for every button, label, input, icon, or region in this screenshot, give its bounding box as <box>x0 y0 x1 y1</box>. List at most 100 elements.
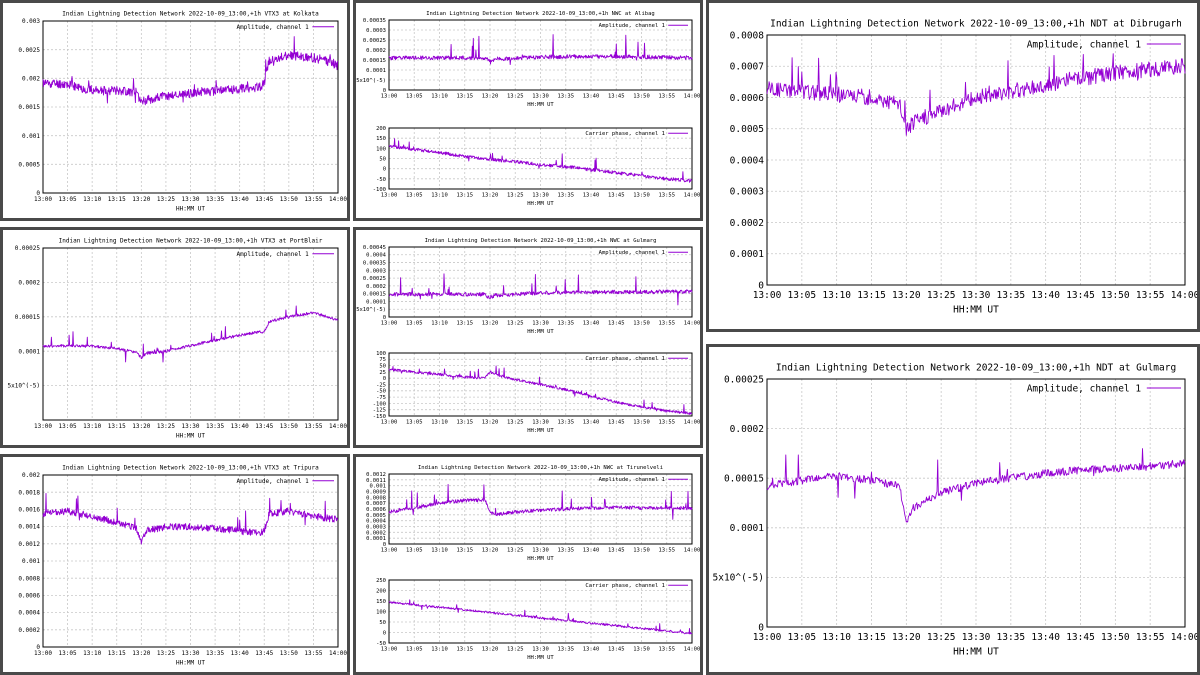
x-tick-label: 13:15 <box>456 419 473 425</box>
y-tick-label: 0.0005 <box>366 513 386 519</box>
y-tick-label: 0.0002 <box>366 284 386 290</box>
x-tick-label: 13:35 <box>206 196 224 203</box>
legend-label: Amplitude, channel 1 <box>1027 39 1142 50</box>
y-tick-label: 0.0014 <box>18 524 40 531</box>
x-tick-label: 13:35 <box>997 290 1026 301</box>
x-tick-label: 14:00 <box>684 646 700 652</box>
series-line <box>42 36 339 106</box>
x-tick-label: 13:50 <box>280 650 298 657</box>
chart-title: Indian Lightning Detection Network 2022-… <box>426 11 654 17</box>
x-tick-label: 13:00 <box>381 192 398 198</box>
x-tick-label: 13:45 <box>608 547 625 553</box>
x-tick-label: 13:35 <box>557 93 574 99</box>
y-tick-label: 0.0025 <box>18 47 40 54</box>
x-tick-label: 13:25 <box>507 93 524 99</box>
x-tick-label: 13:30 <box>532 547 549 553</box>
y-tick-label: 0 <box>758 622 764 633</box>
legend-label: Amplitude, channel 1 <box>599 23 665 29</box>
y-tick-label: 0.00015 <box>363 58 386 64</box>
y-tick-label: 0.00035 <box>363 18 386 24</box>
x-tick-label: 13:55 <box>304 650 322 657</box>
y-tick-label: 0 <box>383 88 386 94</box>
x-tick-label: 14:00 <box>1171 290 1197 301</box>
x-axis-label: HH:MM UT <box>953 305 999 316</box>
y-tick-label: -25 <box>376 382 386 388</box>
y-tick-label: 0.00035 <box>363 260 386 266</box>
x-axis-label: HH:MM UT <box>176 205 205 212</box>
x-tick-label: 13:55 <box>304 423 322 430</box>
legend-label: Amplitude, channel 1 <box>1027 383 1142 394</box>
y-tick-label: 0.0001 <box>366 299 386 305</box>
legend-label: Amplitude, channel 1 <box>237 478 310 485</box>
y-tick-label: 0.0006 <box>18 593 40 600</box>
x-tick-label: 13:30 <box>532 320 549 326</box>
y-tick-label: 0 <box>36 644 40 651</box>
y-tick-label: 0.001 <box>22 133 40 140</box>
x-tick-label: 13:40 <box>583 192 600 198</box>
legend-label: Carrier phase, channel 1 <box>585 131 664 137</box>
y-tick-label: 100 <box>376 609 386 615</box>
x-tick-label: 13:40 <box>1031 290 1060 301</box>
y-tick-label: 0.0008 <box>18 575 40 582</box>
x-axis-label: HH:MM UT <box>527 329 554 335</box>
x-tick-label: 13:55 <box>658 547 675 553</box>
chart-portblair: Indian Lightning Detection Network 2022-… <box>7 238 347 440</box>
series-line <box>766 448 1186 523</box>
x-tick-label: 13:00 <box>34 650 52 657</box>
y-tick-label: 0.002 <box>22 472 40 479</box>
legend-label: Amplitude, channel 1 <box>237 24 310 31</box>
x-tick-label: 13:30 <box>532 93 549 99</box>
x-tick-label: 13:40 <box>231 196 249 203</box>
x-tick-label: 13:50 <box>633 547 650 553</box>
chart-title: Indian Lightning Detection Network 2022-… <box>425 238 657 244</box>
y-tick-label: 0.0011 <box>366 478 386 484</box>
x-tick-label: 13:50 <box>633 192 650 198</box>
chart-tripura: Indian Lightning Detection Network 2022-… <box>18 465 347 667</box>
y-tick-label: 0.0002 <box>366 48 386 54</box>
plot-frame <box>388 127 693 190</box>
y-tick-label: 0.00025 <box>15 245 41 252</box>
y-tick-label: 0.00025 <box>724 374 764 385</box>
panel-gulmarg-nwc: Indian Lightning Detection Network 2022-… <box>353 227 703 448</box>
x-tick-label: 13:40 <box>583 419 600 425</box>
legend-label: Amplitude, channel 1 <box>237 251 310 258</box>
x-tick-label: 13:25 <box>927 632 956 643</box>
series-line <box>388 599 693 635</box>
x-tick-label: 13:20 <box>132 650 150 657</box>
chart-tirunelveli-amplitude: Indian Lightning Detection Network 2022-… <box>366 465 700 562</box>
x-tick-label: 13:00 <box>381 419 398 425</box>
plot-frame <box>766 34 1186 286</box>
y-tick-label: 0.0006 <box>366 507 386 513</box>
y-tick-label: 0.0012 <box>366 472 386 478</box>
y-tick-label: -125 <box>373 408 386 414</box>
plot-frame <box>388 19 693 91</box>
y-tick-label: 0 <box>383 630 386 636</box>
series-line <box>388 365 693 415</box>
y-tick-label: -50 <box>376 177 386 183</box>
x-axis-label: HH:MM UT <box>953 647 999 658</box>
x-tick-label: 13:45 <box>608 646 625 652</box>
y-tick-label: 0.0002 <box>18 280 40 287</box>
series-line <box>42 492 339 545</box>
plot-frame <box>388 246 693 318</box>
x-tick-label: 13:30 <box>532 646 549 652</box>
x-tick-label: 14:00 <box>329 423 347 430</box>
x-tick-label: 13:40 <box>583 93 600 99</box>
y-tick-label: 250 <box>376 578 386 584</box>
x-tick-label: 13:05 <box>406 93 423 99</box>
y-tick-label: 0.0001 <box>366 68 386 74</box>
x-tick-label: 13:05 <box>406 646 423 652</box>
plot-frame <box>388 352 693 417</box>
y-tick-label: 0.0002 <box>730 218 764 229</box>
x-tick-label: 13:10 <box>431 646 448 652</box>
x-tick-label: 13:15 <box>456 93 473 99</box>
x-tick-label: 14:00 <box>329 650 347 657</box>
y-tick-label: 0.0001 <box>730 523 765 534</box>
x-tick-label: 13:00 <box>34 423 52 430</box>
x-tick-label: 13:45 <box>255 196 273 203</box>
x-tick-label: 13:25 <box>157 650 175 657</box>
y-tick-label: 0.003 <box>22 18 40 25</box>
y-tick-label: 50 <box>379 364 386 370</box>
x-tick-label: 13:15 <box>456 547 473 553</box>
x-tick-label: 13:20 <box>132 423 150 430</box>
